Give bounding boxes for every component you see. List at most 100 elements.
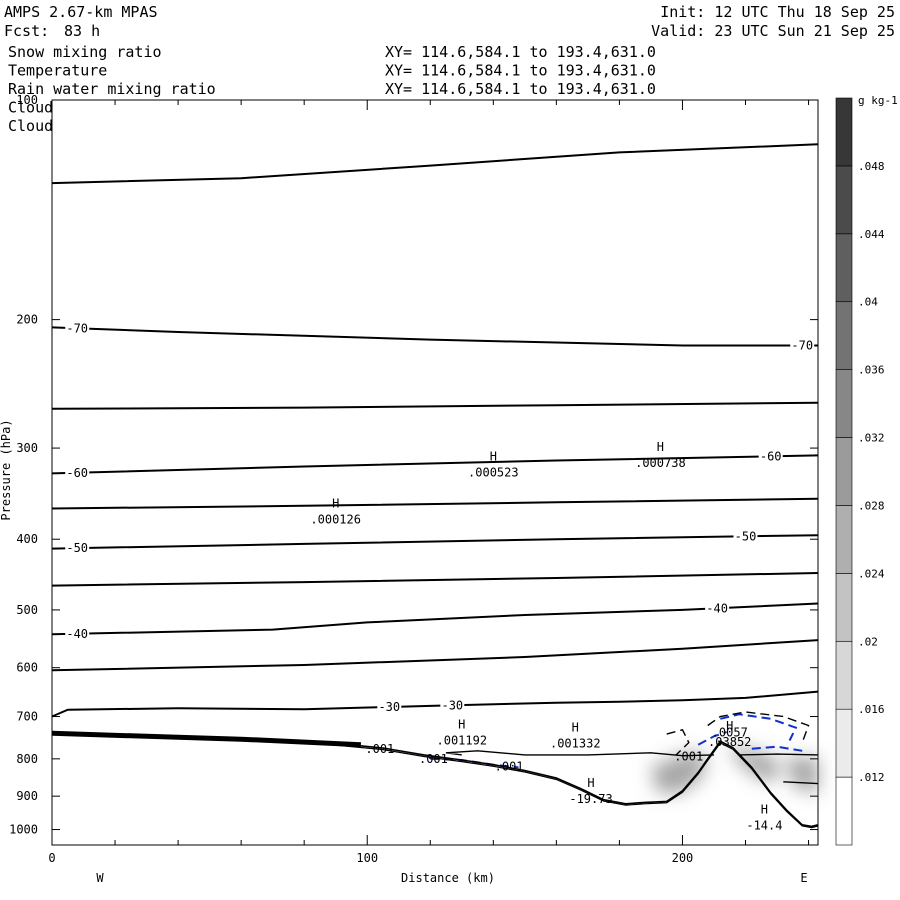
isotherm-label: -60 xyxy=(66,466,88,480)
cloud-ice-contour xyxy=(445,750,715,757)
terrain-line xyxy=(51,731,819,828)
high-marker: H xyxy=(587,776,594,790)
y-tick-label: 100 xyxy=(16,93,38,107)
isotherm-label-bg xyxy=(440,698,465,712)
cloud-ice-contour xyxy=(666,728,690,756)
isotherm-label: -30 xyxy=(378,700,400,714)
isotherm-line xyxy=(51,326,818,347)
colorbar-tick-label: .012 xyxy=(858,771,885,784)
isotherm-label: -50 xyxy=(735,529,757,543)
contour-value-label: .001 xyxy=(674,749,703,763)
temperature-isotherms: -70 -70 -60 -60 -50 -50 -40 -40 -30 -30 xyxy=(51,143,819,718)
high-marker: H xyxy=(458,718,465,732)
high-marker: H xyxy=(572,721,579,735)
colorbar-tick-label: .048 xyxy=(858,160,885,173)
terrain-line-lower xyxy=(51,733,819,829)
high-value: .000126 xyxy=(310,513,361,527)
colorbar-swatch xyxy=(835,505,853,574)
isotherm-label: -40 xyxy=(706,601,728,615)
y-tick-label: 200 xyxy=(16,313,38,327)
y-tick-label: 500 xyxy=(16,603,38,617)
isotherm-line xyxy=(51,639,819,672)
colorbar-tick-label: .04 xyxy=(858,296,878,309)
terrain-thick-band xyxy=(51,730,362,748)
isotherm-label-bg xyxy=(65,626,90,640)
isotherm-line xyxy=(51,143,819,185)
isotherm-label: -60 xyxy=(760,449,782,463)
high-marker: H xyxy=(726,719,733,733)
terrain-outline xyxy=(51,730,819,829)
isotherm-label: -70 xyxy=(66,321,88,335)
y-tick-label: 1000 xyxy=(9,823,38,837)
colorbar-swatch xyxy=(835,301,853,370)
cloud-water-contour xyxy=(697,731,727,746)
y-tick-label: 800 xyxy=(16,752,38,766)
isotherm-label-bg xyxy=(65,321,90,335)
colorbar-swatch xyxy=(835,233,853,303)
contour-value-label: .0057 xyxy=(712,725,748,739)
cloud-ice-contour xyxy=(707,711,810,743)
isotherm-label: -40 xyxy=(66,627,88,641)
valid-time: Valid: 23 UTC Sun 21 Sep 25 xyxy=(651,22,895,40)
isotherm-line xyxy=(51,401,819,410)
high-marker: H xyxy=(332,497,339,511)
high-marker: H xyxy=(657,440,664,454)
contour-value-label: .001 xyxy=(365,742,394,756)
isotherm-label-bg xyxy=(377,700,402,714)
x-axis-label: Distance (km) xyxy=(401,871,495,885)
plot-area xyxy=(51,99,819,846)
isotherm-line xyxy=(51,497,819,510)
isotherm-line xyxy=(51,572,819,587)
x-tick-label: 200 xyxy=(672,851,694,865)
high-value: .000738 xyxy=(635,456,686,470)
cloud-ice-contours xyxy=(445,711,819,785)
isotherm-label-bg xyxy=(733,529,758,543)
colorbar: .012 .016 .02 .024 .028 .032 .036 .04 .044 .048 xyxy=(835,97,885,846)
colorbar-swatch xyxy=(835,640,853,710)
colorbar-units: g kg-1 xyxy=(858,94,898,107)
high-marker: H xyxy=(761,802,768,816)
colorbar-tick-label: .032 xyxy=(858,432,885,445)
high-value: .001332 xyxy=(550,737,601,751)
model-title: AMPS 2.67-km MPAS xyxy=(4,3,158,21)
init-time: Init: 12 UTC Thu 18 Sep 25 xyxy=(660,3,895,21)
high-value: .000523 xyxy=(468,466,519,480)
isotherm-line xyxy=(51,534,819,550)
colorbar-tick-label: .024 xyxy=(858,567,885,580)
colorbar-tick-label: .036 xyxy=(858,364,885,377)
snow-shade-region xyxy=(650,750,708,793)
field-xy: XY= 114.6,584.1 to 193.4,631.0 xyxy=(385,43,656,61)
colorbar-swatch xyxy=(835,97,853,167)
high-markers: H .000126 H .000523 H .000738 H .001192 H .001332… xyxy=(310,440,782,832)
isotherm-label-bg xyxy=(65,541,90,555)
y-tick-label: 700 xyxy=(16,710,38,724)
high-marker: H xyxy=(490,450,497,464)
field-xy: XY= 114.6,584.1 to 193.4,631.0 xyxy=(385,80,656,98)
x-tick-label: 0 xyxy=(48,851,55,865)
isotherm-line xyxy=(51,690,819,718)
isotherm-label-bg xyxy=(65,465,90,479)
colorbar-tick-label: .044 xyxy=(858,228,885,241)
isotherm-label-bg xyxy=(790,338,815,352)
east-label: E xyxy=(800,871,807,885)
field-name: Snow mixing ratio xyxy=(8,43,162,61)
colorbar-swatch xyxy=(835,708,853,778)
field-name: Rain water mixing ratio xyxy=(8,80,216,98)
contour-value-label: .001 xyxy=(495,760,524,774)
colorbar-swatch xyxy=(835,776,853,846)
fcst-value: 83 h xyxy=(64,22,100,40)
y-axis-label: Pressure (hPa) xyxy=(0,419,13,520)
y-tick-label: 600 xyxy=(16,661,38,675)
cloud-ice-contour xyxy=(783,781,819,785)
colorbar-tick-label: .028 xyxy=(858,499,885,512)
x-tick-label: 100 xyxy=(356,851,378,865)
field-name: Temperature xyxy=(8,62,107,80)
isotherm-label: -70 xyxy=(791,338,813,352)
colorbar-swatch xyxy=(835,573,853,642)
contour-value-label: .001 xyxy=(419,752,448,766)
field-xy: XY= 114.6,584.1 to 193.4,631.0 xyxy=(385,62,656,80)
colorbar-swatch xyxy=(835,437,853,506)
isotherm-label-bg xyxy=(758,449,783,463)
isotherm-label-bg xyxy=(705,601,730,615)
